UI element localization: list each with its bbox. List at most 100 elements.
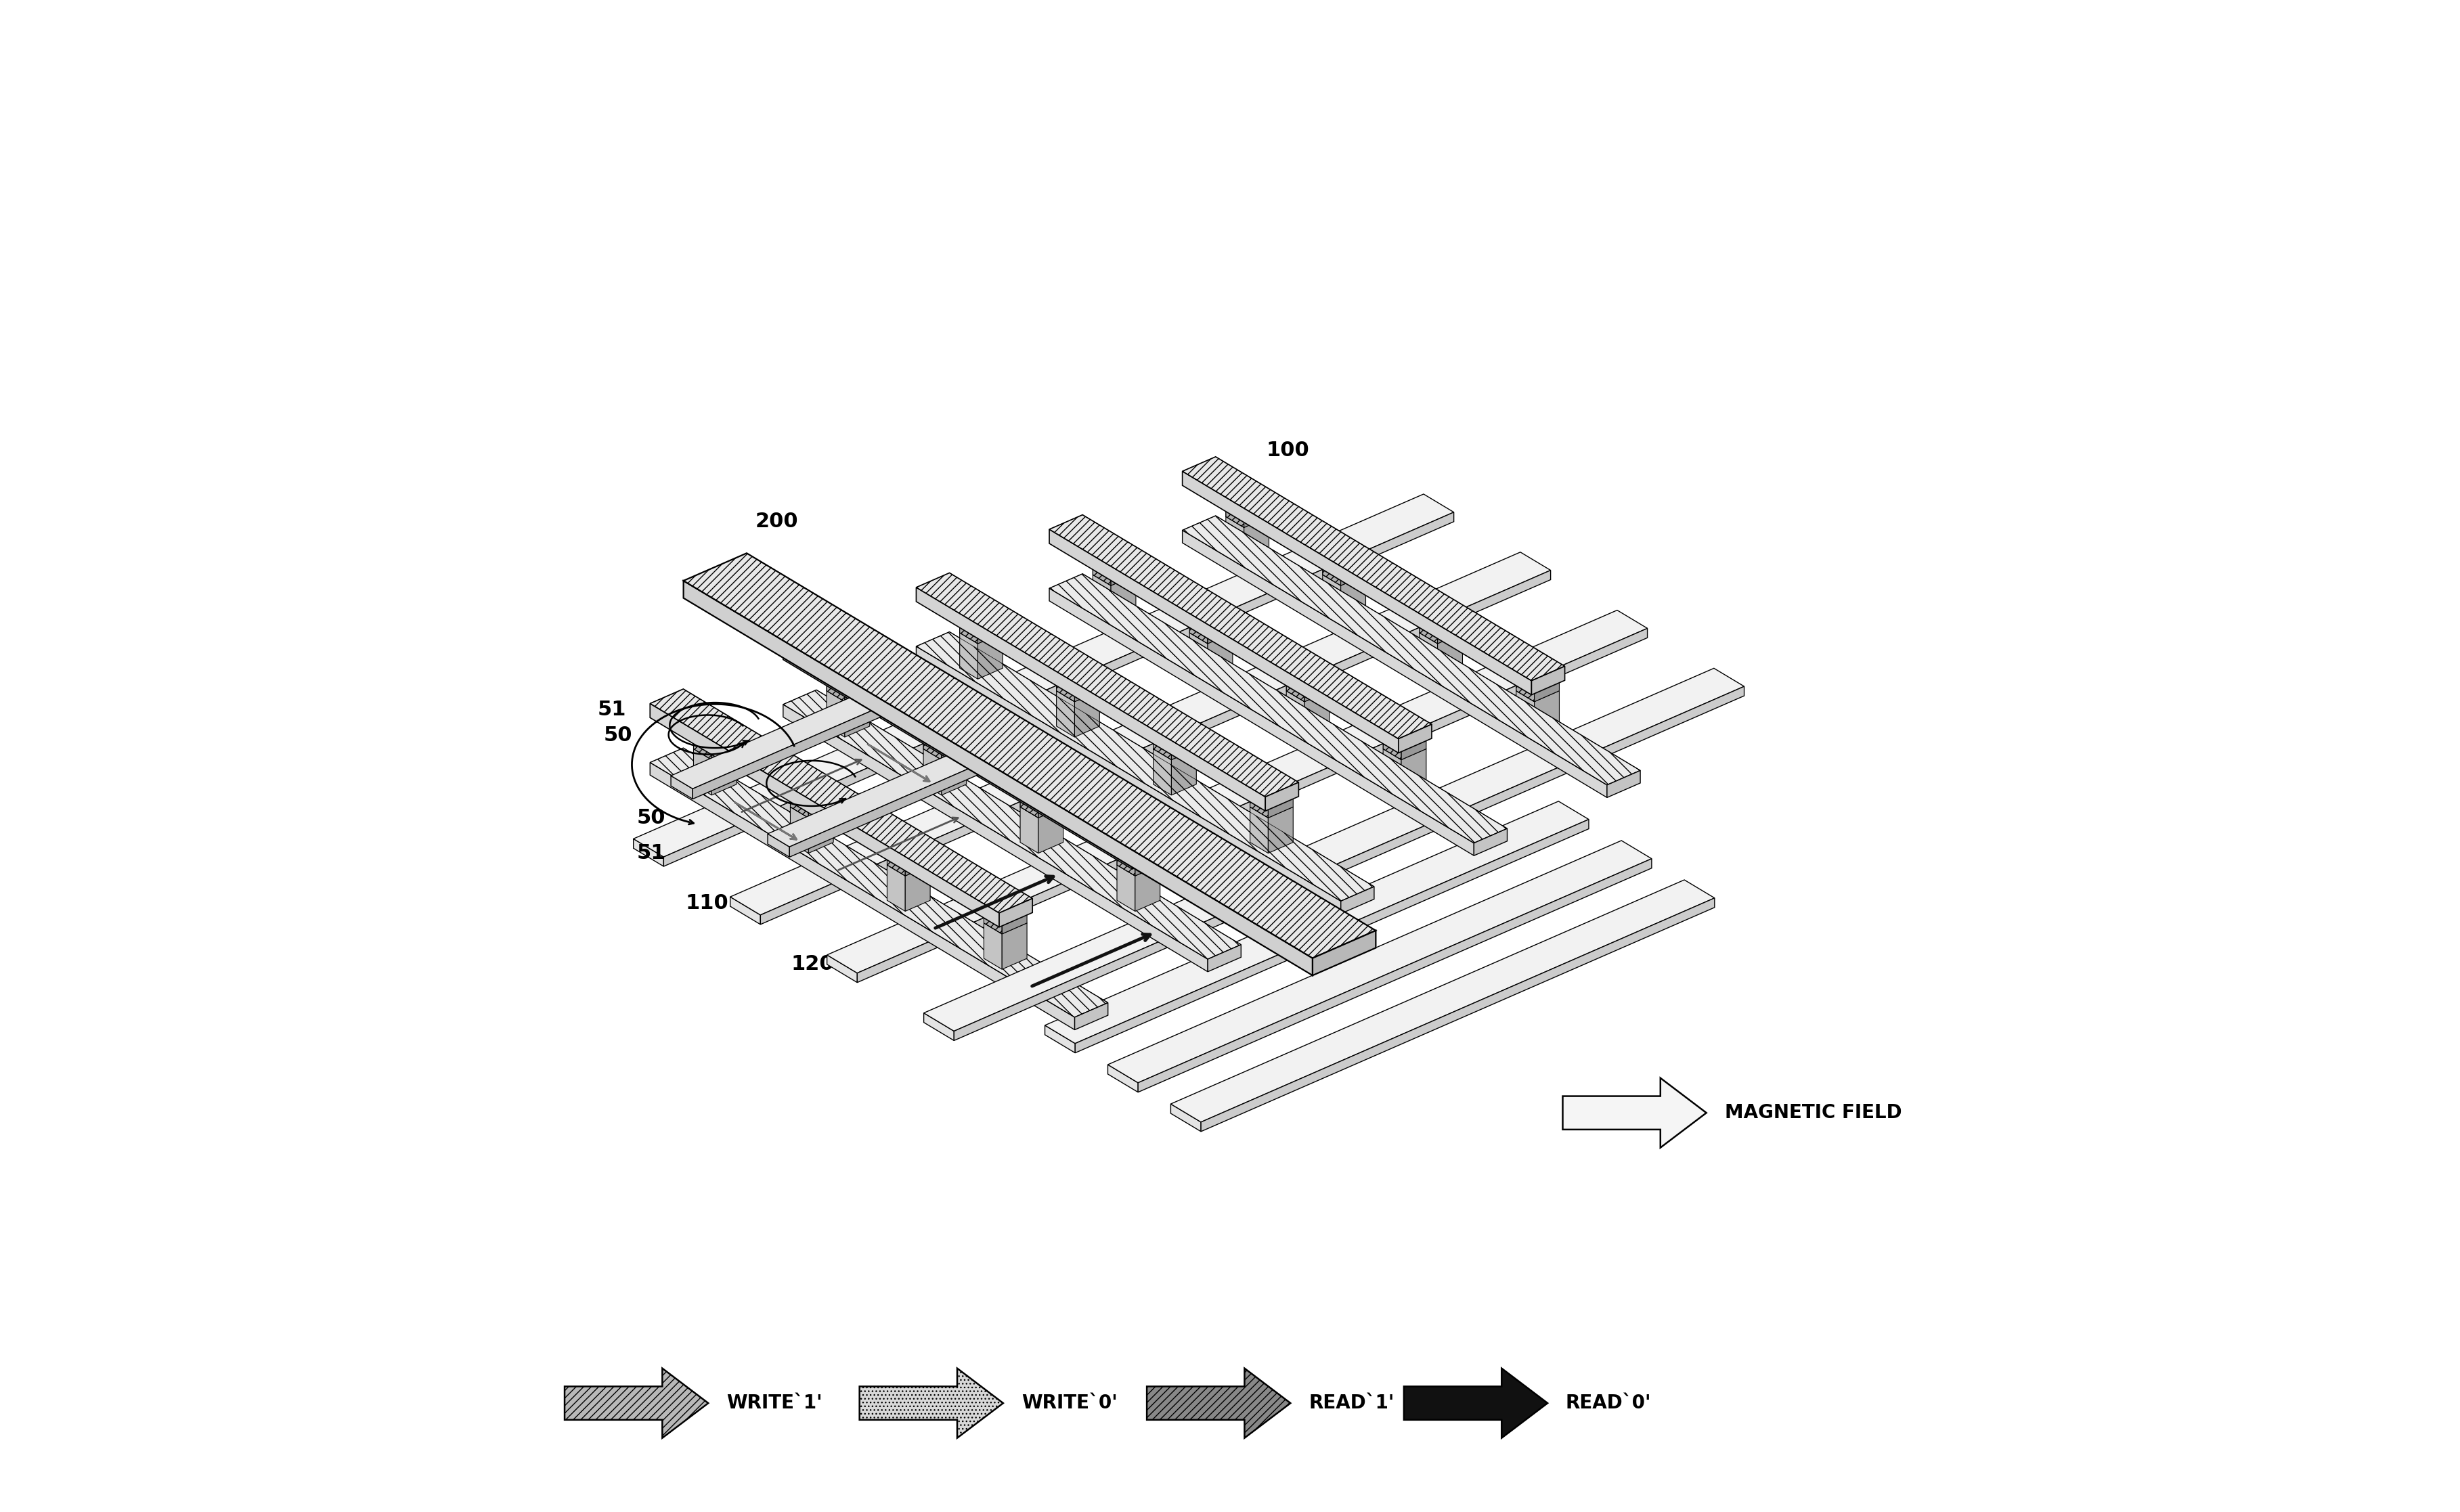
Polygon shape	[1154, 739, 1171, 759]
Polygon shape	[790, 754, 1001, 857]
Polygon shape	[1134, 856, 1161, 875]
Polygon shape	[1474, 829, 1508, 856]
Polygon shape	[984, 903, 1026, 924]
Polygon shape	[1323, 564, 1365, 585]
Polygon shape	[1287, 691, 1304, 736]
Polygon shape	[922, 739, 942, 759]
Polygon shape	[1171, 748, 1196, 795]
Polygon shape	[1245, 507, 1269, 528]
Text: 50: 50	[603, 726, 632, 745]
Polygon shape	[1092, 565, 1112, 585]
Polygon shape	[1075, 691, 1100, 736]
Polygon shape	[1323, 555, 1365, 576]
Polygon shape	[984, 913, 1001, 934]
Polygon shape	[1183, 531, 1606, 797]
Polygon shape	[1515, 691, 1535, 736]
Polygon shape	[1191, 623, 1208, 644]
Polygon shape	[888, 845, 930, 866]
Polygon shape	[1117, 856, 1134, 875]
Polygon shape	[915, 646, 1341, 913]
Polygon shape	[1250, 797, 1269, 818]
Text: 51: 51	[598, 700, 627, 720]
Polygon shape	[1191, 612, 1232, 634]
Polygon shape	[888, 865, 905, 912]
Polygon shape	[1208, 623, 1232, 644]
Polygon shape	[1341, 565, 1365, 585]
Polygon shape	[790, 795, 834, 818]
Polygon shape	[1402, 739, 1427, 759]
Polygon shape	[649, 762, 1075, 1030]
Polygon shape	[856, 629, 1648, 983]
Polygon shape	[977, 623, 1004, 644]
Polygon shape	[711, 748, 736, 795]
Polygon shape	[694, 738, 736, 759]
Polygon shape	[1383, 738, 1427, 759]
Polygon shape	[1001, 922, 1026, 969]
Polygon shape	[1269, 807, 1294, 853]
Polygon shape	[959, 612, 1004, 634]
Polygon shape	[1021, 786, 1063, 809]
Polygon shape	[1225, 507, 1245, 528]
Polygon shape	[1075, 682, 1100, 702]
Polygon shape	[959, 623, 977, 644]
Polygon shape	[684, 553, 1375, 959]
Text: 130a: 130a	[1181, 744, 1237, 764]
Polygon shape	[1021, 807, 1038, 853]
Polygon shape	[1171, 739, 1196, 759]
Polygon shape	[1171, 880, 1715, 1122]
Polygon shape	[922, 748, 942, 795]
Polygon shape	[925, 1013, 954, 1040]
Polygon shape	[827, 680, 871, 702]
Polygon shape	[1314, 930, 1375, 975]
Polygon shape	[1154, 738, 1196, 759]
Polygon shape	[1046, 1025, 1075, 1052]
Polygon shape	[790, 786, 834, 809]
Text: WRITE`1': WRITE`1'	[726, 1394, 822, 1412]
Polygon shape	[790, 797, 809, 818]
Polygon shape	[1323, 565, 1341, 585]
Polygon shape	[649, 689, 1033, 913]
Polygon shape	[954, 686, 1744, 1040]
Polygon shape	[1112, 575, 1137, 621]
Polygon shape	[1117, 845, 1161, 866]
Polygon shape	[1154, 729, 1196, 750]
Polygon shape	[1075, 820, 1589, 1052]
Polygon shape	[1245, 517, 1269, 562]
Text: 100: 100	[1173, 600, 1218, 620]
Polygon shape	[922, 738, 967, 759]
Polygon shape	[711, 739, 736, 759]
Text: 50: 50	[637, 807, 667, 827]
Polygon shape	[915, 573, 1299, 797]
Polygon shape	[694, 739, 711, 759]
Polygon shape	[694, 729, 736, 750]
Polygon shape	[782, 705, 1208, 972]
Polygon shape	[1038, 797, 1063, 818]
Polygon shape	[672, 683, 905, 789]
Polygon shape	[1225, 496, 1269, 519]
Text: READ`0': READ`0'	[1565, 1394, 1651, 1412]
Polygon shape	[827, 682, 844, 702]
Polygon shape	[1117, 854, 1161, 875]
Polygon shape	[1225, 505, 1269, 528]
Polygon shape	[1419, 623, 1437, 644]
Text: 130b: 130b	[1210, 800, 1267, 820]
Polygon shape	[977, 632, 1004, 679]
Polygon shape	[1055, 680, 1100, 702]
Polygon shape	[1419, 612, 1464, 634]
Polygon shape	[664, 513, 1454, 866]
Polygon shape	[1191, 632, 1208, 679]
Polygon shape	[1437, 632, 1464, 679]
Polygon shape	[915, 632, 1375, 901]
Polygon shape	[827, 670, 871, 692]
Polygon shape	[844, 691, 871, 736]
Polygon shape	[942, 739, 967, 759]
Polygon shape	[844, 682, 871, 702]
Polygon shape	[1402, 748, 1427, 795]
Polygon shape	[1515, 682, 1535, 702]
Polygon shape	[1001, 913, 1026, 934]
Polygon shape	[1050, 529, 1397, 753]
Polygon shape	[782, 689, 1240, 959]
Polygon shape	[1021, 795, 1063, 818]
Polygon shape	[731, 552, 1550, 915]
Polygon shape	[1139, 859, 1651, 1092]
